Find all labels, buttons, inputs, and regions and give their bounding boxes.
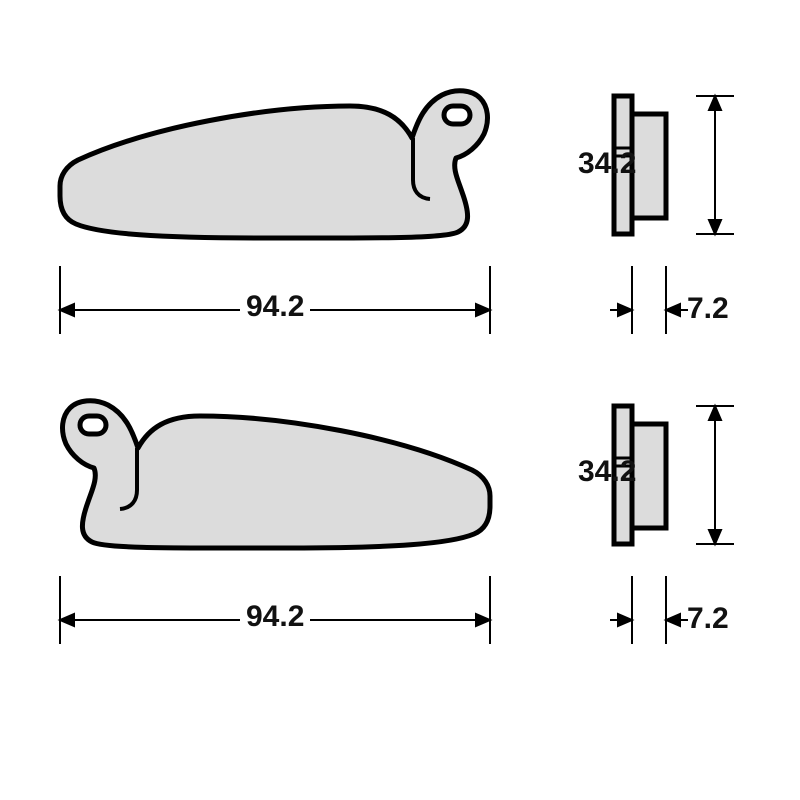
pad-top-hole [444, 106, 470, 124]
dim-bottom-height [696, 406, 734, 544]
diagram-canvas [0, 0, 800, 800]
pad-top-outline [60, 91, 487, 238]
label-top-thickness: 7.2 [687, 292, 729, 326]
dim-top-thickness [610, 266, 688, 334]
dim-top-height [696, 96, 734, 234]
label-bottom-thickness: 7.2 [687, 602, 729, 636]
label-bottom-width: 94.2 [240, 600, 310, 634]
pad-bottom [60, 401, 734, 644]
pad-bottom-outline [63, 401, 490, 548]
pad-top [60, 91, 734, 334]
label-bottom-height: 34.2 [578, 455, 636, 489]
dim-bottom-thickness [610, 576, 688, 644]
pad-bottom-hole [80, 416, 106, 434]
label-top-height: 34.2 [578, 147, 636, 181]
label-top-width: 94.2 [240, 290, 310, 324]
